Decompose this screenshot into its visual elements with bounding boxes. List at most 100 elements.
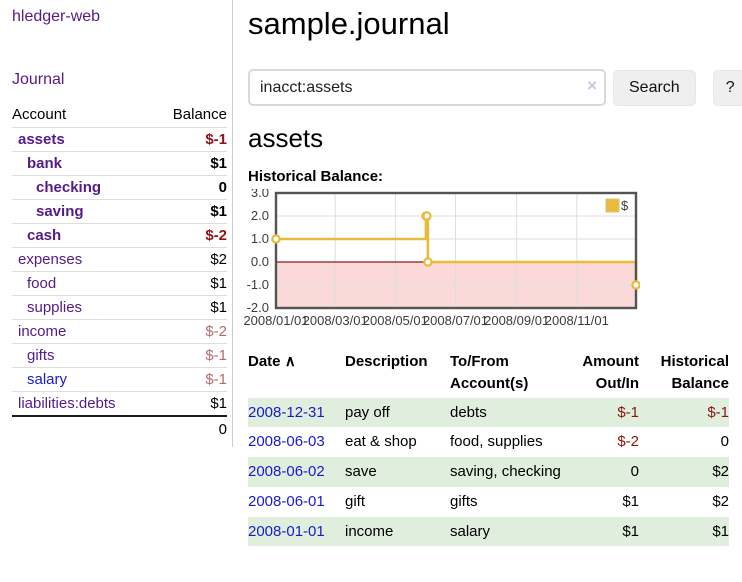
accounts-table-body: assets $-1 bank $1 checking 0 saving $1 cash $-2 e…	[12, 127, 227, 417]
clear-search-icon[interactable]: ×	[587, 76, 597, 95]
sort-ascending-icon: ∧	[284, 353, 296, 370]
transaction-description: income	[345, 516, 450, 547]
account-balance: $-2	[153, 319, 227, 344]
transaction-amount: $1	[562, 516, 639, 547]
svg-text:2008/07/01: 2008/07/01	[423, 313, 488, 328]
register-row: 2008-06-01 gift gifts $1 $2	[248, 487, 729, 517]
account-link[interactable]: saving	[36, 203, 84, 220]
main-content: sample.journal × Search ? assets Histori…	[233, 0, 742, 582]
accounts-table: Account Balance assets $-1 bank $1 checking 0…	[12, 103, 227, 442]
transaction-accounts: gifts	[450, 492, 478, 510]
chart-title: Historical Balance:	[248, 168, 384, 185]
svg-text:3.0: 3.0	[251, 189, 269, 200]
account-link[interactable]: gifts	[27, 347, 55, 364]
transaction-amount: $-1	[562, 397, 639, 428]
search-form: × Search ?	[248, 69, 742, 106]
account-link[interactable]: checking	[36, 179, 102, 196]
account-balance: $-2	[153, 223, 227, 248]
account-row: assets $-1	[12, 127, 227, 152]
transaction-date-link[interactable]: 2008-06-02	[248, 463, 325, 480]
search-help-button[interactable]: ?	[712, 69, 742, 106]
register-row: 2008-12-31 pay off debts $-1 $-1	[248, 397, 729, 428]
transaction-balance: $2	[712, 492, 729, 510]
account-link[interactable]: bank	[27, 155, 63, 172]
account-balance: $1	[153, 151, 227, 176]
svg-text:2008/01/01: 2008/01/01	[243, 313, 308, 328]
accounts-total-row: 0	[12, 415, 227, 442]
transaction-amount: $1	[622, 492, 639, 510]
account-balance: $-1	[153, 127, 227, 152]
account-row: saving $1	[12, 199, 227, 224]
svg-text:2008/05/01: 2008/05/01	[363, 313, 428, 328]
transaction-balance: $2	[639, 457, 729, 487]
account-balance: $1	[153, 271, 227, 296]
account-balance: $2	[153, 247, 227, 272]
register-header-date[interactable]: Date ∧	[248, 348, 345, 398]
account-link[interactable]: food	[27, 275, 57, 292]
account-balance: $-1	[153, 343, 227, 368]
account-row: checking 0	[12, 175, 227, 200]
date-header-label: Date	[248, 353, 281, 370]
page-title: sample.journal	[248, 6, 450, 41]
register-header-description: Description	[345, 353, 428, 370]
account-link[interactable]: supplies	[27, 299, 83, 316]
svg-text:$: $	[621, 198, 629, 213]
transaction-balance: 0	[720, 433, 729, 451]
account-balance: $1	[210, 395, 227, 412]
accounts-total-value: 0	[153, 415, 227, 442]
search-box: ×	[248, 69, 606, 106]
register-header-balance: Historical Balance	[660, 353, 729, 392]
register-row: 2008-01-01 income salary $1 $1	[248, 516, 729, 547]
register-header-accounts: To/From Account(s)	[450, 353, 529, 392]
transaction-accounts: food, supplies	[450, 433, 543, 451]
transaction-description: pay off	[345, 397, 450, 428]
register-table: Date ∧ Description To/From Account(s) Am…	[248, 348, 729, 547]
transaction-balance: $-1	[639, 397, 729, 428]
historical-balance-chart: $3.0 2.0 1.0 0.0 -1.0 -2.0 2008/01/01 2008/03/0…	[240, 185, 641, 331]
svg-text:2.0: 2.0	[251, 208, 269, 223]
account-balance: $1	[153, 295, 227, 320]
svg-text:2008/11/01: 2008/11/01	[545, 313, 609, 328]
register-header-amount: Amount Out/In	[582, 353, 639, 392]
transaction-description: eat & shop	[345, 433, 417, 451]
account-heading: assets	[248, 123, 324, 153]
sidebar-item-journal[interactable]: Journal	[12, 71, 65, 88]
transaction-date-link[interactable]: 2008-06-03	[248, 433, 325, 451]
account-link[interactable]: assets	[18, 131, 65, 148]
accounts-header-balance: Balance	[153, 103, 227, 128]
transaction-date-link[interactable]: 2008-06-01	[248, 492, 325, 510]
register-table-body: 2008-12-31 pay off debts $-1 $-1 2008-06-03 ea…	[248, 397, 729, 547]
account-link[interactable]: cash	[27, 227, 62, 244]
svg-text:2008/03/01: 2008/03/01	[303, 313, 368, 328]
register-row: 2008-06-03 eat & shop food, supplies $-2 0	[248, 427, 729, 457]
account-link[interactable]: expenses	[18, 251, 83, 268]
transaction-accounts: salary	[450, 516, 562, 547]
account-link[interactable]: liabilities:debts	[18, 395, 116, 412]
transaction-date-link[interactable]: 2008-01-01	[248, 522, 325, 540]
account-row: expenses $2	[12, 247, 227, 272]
account-link[interactable]: salary	[27, 371, 68, 388]
svg-text:-1.0: -1.0	[247, 277, 269, 292]
account-link[interactable]: income	[18, 323, 67, 340]
register-header-row: Date ∧ Description To/From Account(s) Am…	[248, 348, 729, 398]
account-balance: 0	[153, 175, 227, 200]
transaction-description: save	[345, 457, 450, 487]
account-row: liabilities:debts $1	[12, 392, 227, 417]
transaction-amount: 0	[562, 457, 639, 487]
transaction-date-link[interactable]: 2008-12-31	[248, 403, 325, 421]
register-row: 2008-06-02 save saving, checking 0 $2	[248, 457, 729, 487]
account-row: cash $-2	[12, 223, 227, 248]
transaction-accounts: saving, checking	[450, 457, 562, 487]
transaction-accounts: debts	[450, 397, 562, 428]
transaction-description: gift	[345, 492, 366, 510]
search-input[interactable]	[248, 69, 606, 106]
accounts-header-account: Account	[12, 103, 154, 128]
account-row: supplies $1	[12, 295, 227, 320]
sidebar: hledger-web Journal Account Balance asse…	[0, 0, 233, 447]
app-title-link[interactable]: hledger-web	[12, 8, 101, 25]
search-button[interactable]: Search	[613, 69, 696, 106]
account-balance: $1	[153, 199, 227, 224]
transaction-balance: $1	[639, 516, 729, 547]
account-row: income $-2	[12, 319, 227, 344]
accounts-header-row: Account Balance	[12, 103, 227, 128]
